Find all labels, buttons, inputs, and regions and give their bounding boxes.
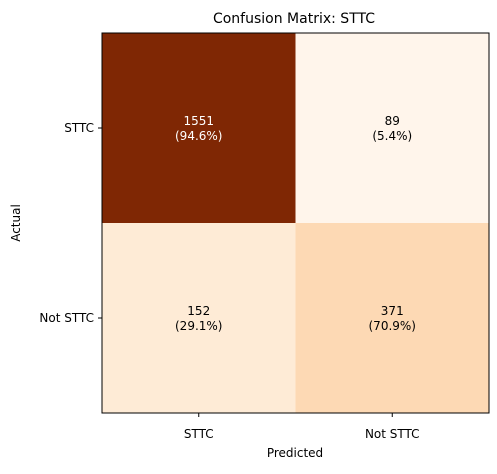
heatmap-cell-1-0 [102, 223, 296, 413]
cell-count-0-0: 1551 [183, 114, 214, 128]
cell-count-1-0: 152 [187, 304, 210, 318]
cell-labels: 1551(94.6%) 89(5.4%) 152(29.1%) 371(70.9%) [175, 114, 416, 333]
cell-percent-1-0: (29.1%) [175, 319, 222, 333]
cell-count-0-1: 89 [385, 114, 400, 128]
cell-percent-0-0: (94.6%) [175, 129, 222, 143]
heatmap-cell-0-0 [102, 33, 296, 223]
chart-title: Confusion Matrix: STTC [213, 11, 375, 27]
heatmap-cells [102, 33, 489, 413]
x-tick-label-1: Not STTC [365, 427, 420, 441]
cell-count-1-1: 371 [381, 304, 404, 318]
y-tick-label-0: STTC [64, 121, 94, 135]
y-axis-label: Actual [9, 204, 23, 242]
x-axis-ticks: STTC Not STTC [184, 413, 420, 441]
x-tick-label-0: STTC [184, 427, 214, 441]
cell-percent-0-1: (5.4%) [372, 129, 412, 143]
heatmap-cell-0-1 [295, 33, 489, 223]
heatmap-cell-1-1 [295, 223, 489, 413]
y-tick-label-1: Not STTC [39, 311, 94, 325]
y-axis-ticks: STTC Not STTC [39, 121, 102, 325]
plot-frame [101, 32, 490, 414]
x-axis-label: Predicted [267, 446, 323, 460]
cell-percent-1-1: (70.9%) [369, 319, 416, 333]
